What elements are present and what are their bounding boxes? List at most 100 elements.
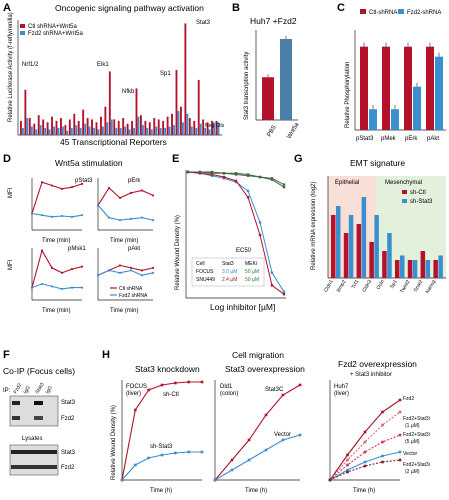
panel-a-bar: [195, 127, 198, 135]
panel-f-band-4: [34, 416, 43, 420]
panel-g-bar: [412, 260, 418, 278]
panel-d: D Wnt5a stimulation MFI MFI pStat3 pErk …: [3, 153, 155, 314]
panel-a-bar: [28, 118, 31, 135]
panel-a-bar: [150, 129, 153, 135]
panel-d-xlabel-2: Time (min): [110, 238, 138, 244]
panel-c-bar: [382, 46, 390, 130]
panel-d-plots: [30, 178, 155, 301]
panel-a-title: Oncogenic signaling pathway activation: [55, 3, 204, 13]
panel-d-point: [80, 286, 84, 289]
panel-a-bar: [186, 113, 189, 135]
panel-a-bar: [77, 120, 80, 135]
panel-a-bar: [177, 110, 180, 135]
panel-h-sub3-l6: Vector: [403, 451, 418, 457]
panel-a-bar: [51, 116, 53, 135]
panel-a-bar: [88, 126, 91, 135]
panel-d-legend-1: Ctl shRNA: [119, 286, 143, 292]
panel-h-point: [346, 463, 349, 467]
panel-g-bars: Cldn1 Bmp2 Tcf1 Cldn3 Ocln Sp1 Twist2 Snai2 Nano…: [323, 197, 443, 295]
panel-d-ylabel-bottom: MFI: [8, 259, 14, 270]
panel-h-point: [200, 380, 204, 384]
panel-h-point: [298, 383, 302, 387]
panel-f-lysate-blot: [9, 444, 59, 476]
panel-a-legend-2: Fzd2 shRNA+Wnt5a: [28, 31, 84, 37]
panel-a-bar: [217, 122, 220, 135]
panel-f-lysate-band-1: [11, 450, 57, 454]
panel-h-plots: [120, 380, 402, 482]
panel-d-sub-perk: pErk: [128, 178, 141, 184]
panel-g-bar: [433, 260, 438, 278]
panel-e-row1-cell: FOCUS: [196, 269, 214, 275]
panel-a-bar: [22, 127, 24, 135]
panel-a-bar: [162, 120, 165, 135]
panel-e-ylabel: Relative Wound Density (%): [175, 215, 181, 290]
panel-e-point: [246, 189, 250, 193]
panel-d-xlabel-3: Time (min): [42, 308, 70, 314]
panel-a-bar: [148, 122, 151, 135]
panel-h-sub3-title: Fzd2 overexpression: [338, 359, 417, 369]
panel-f-lysate-blot-2: Fzd2: [61, 465, 75, 471]
panel-d-series-line: [97, 204, 154, 221]
panel-c-bar: [369, 109, 377, 130]
panel-f-lysate-band-2: [11, 465, 57, 469]
panel-e-point: [270, 178, 274, 181]
panel-h-series-line: [329, 434, 401, 481]
panel-a-bar: [95, 122, 98, 135]
panel-h-sub2-tissue: (colon): [220, 391, 238, 397]
panel-e-point: [258, 175, 262, 179]
panel-d-point: [96, 204, 100, 207]
panel-d-point: [60, 187, 64, 190]
panel-e-point: [222, 175, 226, 179]
panel-e-row2-stat3: 2.4 µM: [222, 277, 237, 283]
panel-d-point: [70, 186, 74, 189]
panel-a-bar: [128, 129, 131, 135]
panel-h-point: [363, 440, 367, 444]
panel-d-legend-2: Fzd2 shRNA: [119, 293, 148, 299]
panel-d-point: [151, 194, 155, 197]
panel-e-point: [282, 185, 286, 189]
panel-a-bar: [171, 113, 173, 135]
panel-e-table: Cell Stat3 MEKi FOCUS 3.0 µM 50 µM SNU44…: [191, 257, 265, 287]
panel-h-title: Cell migration: [232, 350, 284, 360]
panel-b-cat-pbs: PBS: [267, 125, 278, 138]
panel-e-point: [234, 172, 238, 175]
panel-h-point: [398, 450, 402, 454]
panel-h-point: [134, 408, 137, 412]
panel-e-th-meki: MEKi: [245, 261, 257, 267]
panel-g-bar: [400, 255, 405, 278]
panel-e-point: [186, 170, 190, 174]
panel-g-category: Snai2: [413, 279, 425, 293]
panel-d-series-line: [97, 264, 154, 276]
panel-a-bar: [70, 127, 73, 135]
panel-a-bar: [115, 127, 118, 135]
panel-g-bar: [395, 260, 400, 278]
panel-e-point: [222, 177, 226, 180]
panel-e-point: [198, 172, 202, 175]
panel-h-sub1-bottom: sh-Stat3: [150, 444, 173, 450]
panel-a-bar: [30, 126, 33, 135]
panel-g-group-mes: Mesenchymal: [385, 180, 422, 186]
panel-h-point: [346, 470, 349, 474]
panel-h-sub3-l2: Fzd2+Stat3i: [403, 416, 430, 422]
panel-f-blot-1: Stat3: [61, 400, 76, 406]
panel-e-point: [258, 233, 262, 237]
panel-h-sub3-tissue: (liver): [334, 391, 349, 397]
panel-c-cat-2: pMek: [381, 136, 397, 142]
panel-a-bar: [206, 122, 209, 135]
panel-d-point: [40, 214, 44, 217]
panel-d-point: [80, 214, 84, 217]
panel-d-point: [80, 265, 84, 268]
panel-b: B Huh7 +Fzd2 Stat3 transcription activit…: [232, 2, 301, 140]
panel-h-sub3-l7: Fzd2+Stat3i: [403, 462, 430, 468]
panel-a-bar: [39, 125, 42, 135]
annot-elk1: Elk1: [97, 62, 109, 68]
panel-h-sub3-cell: Huh7: [334, 384, 349, 390]
panel-g-category: Ocln: [376, 279, 386, 291]
panel-a-bar: [62, 126, 64, 135]
panel-c-legend-1: Ctl-shRNA: [369, 10, 397, 16]
panel-d-series-line: [97, 187, 154, 206]
panel-g-bar: [387, 233, 392, 278]
panel-e-point: [210, 172, 214, 175]
panel-h-sub1-top: sh-Ctl: [163, 392, 179, 398]
panel-h-sub3-l8: (2 µM): [405, 469, 420, 475]
